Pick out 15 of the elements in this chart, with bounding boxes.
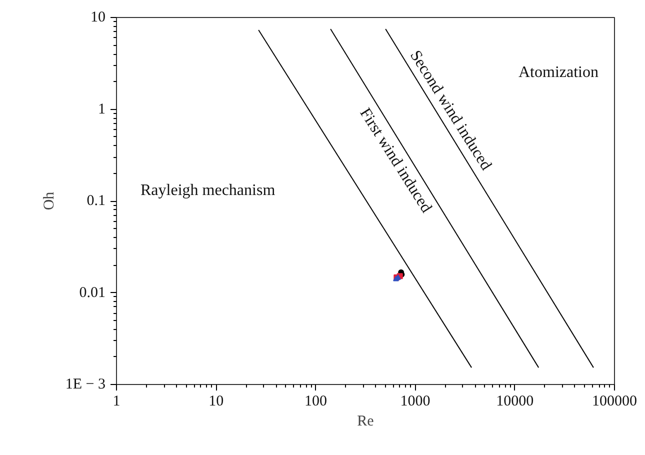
x-tick-label: 10000 bbox=[496, 394, 534, 410]
y-tick-label: 10 bbox=[90, 10, 106, 26]
y-tick-label: 0.1 bbox=[86, 193, 106, 209]
x-tick-label: 1 bbox=[112, 394, 120, 410]
y-tick-label: 0.01 bbox=[79, 284, 106, 301]
y-axis-title: Oh bbox=[41, 191, 58, 210]
x-axis-title: Re bbox=[357, 414, 374, 430]
y-tick-label: 1E − 3 bbox=[65, 376, 106, 392]
annotation: Rayleigh mechanism bbox=[140, 182, 276, 199]
x-tick-label: 1000 bbox=[400, 394, 430, 410]
x-tick-label: 100 bbox=[304, 394, 327, 410]
annotation: Atomization bbox=[518, 64, 598, 81]
x-tick-label: 100000 bbox=[592, 394, 637, 410]
x-tick-label: 10 bbox=[208, 394, 224, 410]
y-tick-label: 1 bbox=[98, 101, 106, 118]
